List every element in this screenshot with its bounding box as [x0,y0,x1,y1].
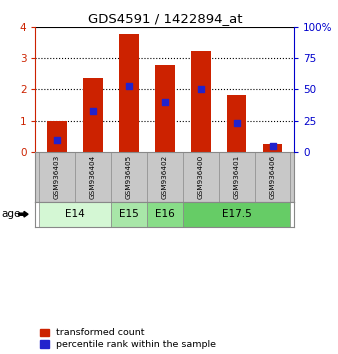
Point [270,143,275,149]
Point [162,99,168,105]
Text: E17.5: E17.5 [222,209,251,219]
Text: E15: E15 [119,209,139,219]
Title: GDS4591 / 1422894_at: GDS4591 / 1422894_at [88,12,242,25]
Text: GSM936405: GSM936405 [126,155,132,199]
Bar [155,65,175,153]
Bar [183,202,290,227]
Bar [227,95,246,153]
Legend: transformed count, percentile rank within the sample: transformed count, percentile rank withi… [40,329,216,349]
Point [234,121,239,126]
Text: age: age [2,209,21,219]
Text: GSM936404: GSM936404 [90,155,96,199]
Text: GSM936403: GSM936403 [54,155,60,199]
Bar [111,202,147,227]
Bar [147,202,183,227]
Text: E16: E16 [155,209,175,219]
Bar [83,78,103,153]
Bar [39,202,111,227]
Bar [263,144,282,153]
Bar [47,121,67,153]
Point [126,83,131,88]
Point [90,108,96,114]
Text: GSM936406: GSM936406 [269,155,275,199]
Bar [119,34,139,153]
Bar [191,51,211,153]
Point [198,87,203,92]
Text: E14: E14 [65,209,85,219]
Text: GSM936400: GSM936400 [198,155,204,199]
Point [54,137,60,143]
Text: GSM936402: GSM936402 [162,155,168,199]
Text: GSM936401: GSM936401 [234,155,240,199]
